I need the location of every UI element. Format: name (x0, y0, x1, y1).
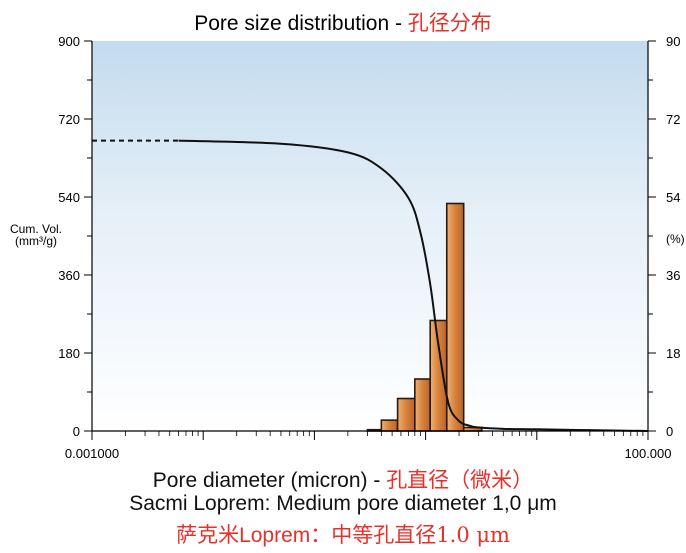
caption-cn-part2: Loprem (239, 524, 311, 547)
y-right-tick-label: 72 (666, 112, 680, 127)
x-axis-label-en: Pore diameter (micron) - (152, 469, 387, 492)
y-right-tick-label: 36 (666, 268, 680, 283)
y-left-tick-label: 540 (58, 190, 80, 205)
y-right-tick-label: 54 (666, 190, 680, 205)
axes: 0 180 360 540 720 900 0 18 36 54 72 90 0.001000 100.0… (58, 34, 680, 461)
chart-title-en: Pore size distribution - (194, 12, 408, 35)
histogram-bar (445, 202, 465, 432)
histogram-bar (414, 378, 432, 432)
y-left-axis-label-line1: Cum. Vol. (10, 222, 62, 236)
x-axis-label-cn: 孔直径（微米） (386, 468, 534, 492)
cumulative-curve-solid (178, 139, 649, 432)
y-right-tick-label: 0 (666, 424, 673, 439)
cumulative-curve (92, 139, 649, 432)
y-left-tick-label: 360 (58, 268, 80, 283)
histogram-bar (380, 419, 399, 432)
y-right-axis-label: (%) (666, 232, 685, 246)
y-left-tick-label: 720 (58, 112, 80, 127)
caption-en: Sacmi Loprem: Medium pore diameter 1,0 μ… (129, 492, 557, 515)
plot-area (92, 41, 648, 431)
y-left-tick-label: 0 (73, 424, 80, 439)
y-right-tick-label: 18 (666, 346, 680, 361)
chart-title-cn: 孔径分布 (408, 11, 492, 35)
y-left-axis-label-line2: (mm³/g) (15, 234, 57, 248)
caption-cn-part3: ：中等孔直径1.0 μm (310, 523, 510, 547)
caption-cn: 萨克米Loprem：中等孔直径1.0 μm (0, 519, 686, 549)
y-left-tick-label: 900 (58, 34, 80, 49)
x-axis-label: Pore diameter (micron) - 孔直径（微米） (0, 464, 686, 494)
histogram-bar (396, 397, 416, 432)
x-tick-label: 100.000 (625, 446, 672, 461)
chart-title: Pore size distribution - 孔径分布 (194, 11, 492, 35)
y-right-tick-label: 90 (666, 34, 680, 49)
y-left-tick-label: 180 (58, 346, 80, 361)
caption-cn-part1: 萨克米 (176, 523, 240, 547)
x-tick-label: 0.001000 (65, 446, 119, 461)
histogram-bar (429, 319, 448, 432)
